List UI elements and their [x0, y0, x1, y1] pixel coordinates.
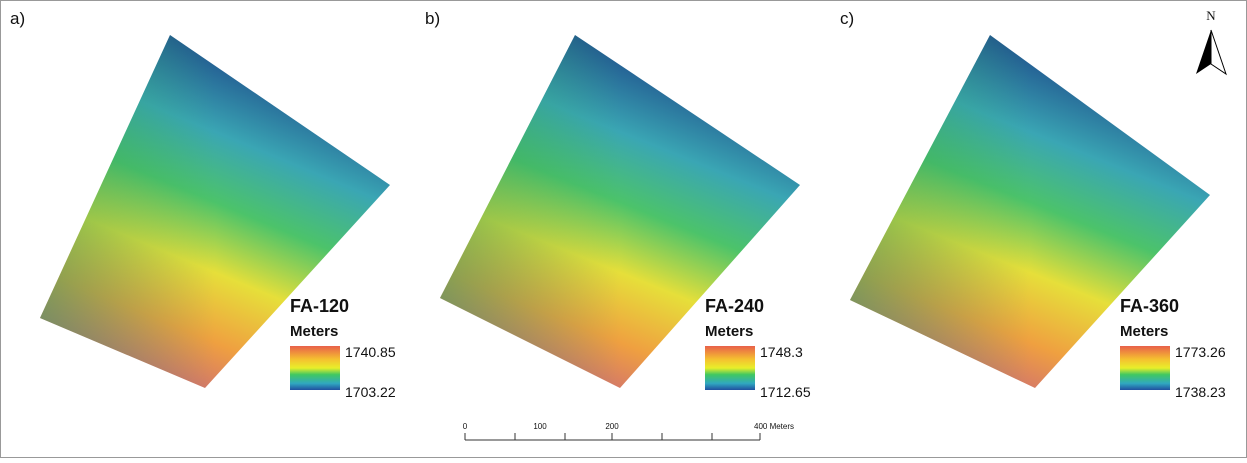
legend-max: 1748.3: [760, 344, 803, 360]
north-label: N: [1206, 8, 1216, 23]
scale-label: 0: [463, 422, 468, 431]
color-ramp: [1120, 346, 1170, 390]
panel-title: FA-360: [1120, 296, 1179, 316]
figure: a) FA-120 Meters 1740.85 1703.22 b) FA-240 Mete…: [0, 0, 1247, 458]
panel-title: FA-240: [705, 296, 764, 316]
panel-label: b): [425, 9, 440, 28]
legend-min: 1738.23: [1175, 384, 1226, 400]
scale-label: 400 Meters: [754, 422, 794, 431]
legend-max: 1740.85: [345, 344, 396, 360]
panel-title: FA-120: [290, 296, 349, 316]
scale-label: 200: [605, 422, 619, 431]
color-ramp: [290, 346, 340, 390]
color-ramp: [705, 346, 755, 390]
panel-label: c): [840, 9, 854, 28]
legend-units: Meters: [290, 323, 338, 340]
page: a) FA-120 Meters 1740.85 1703.22 b) FA-240 Mete…: [0, 0, 1247, 463]
legend-min: 1712.65: [760, 384, 811, 400]
panel-label: a): [10, 9, 25, 28]
legend-max: 1773.26: [1175, 344, 1226, 360]
legend-min: 1703.22: [345, 384, 396, 400]
legend-units: Meters: [1120, 323, 1168, 340]
legend-units: Meters: [705, 323, 753, 340]
scale-label: 100: [533, 422, 547, 431]
